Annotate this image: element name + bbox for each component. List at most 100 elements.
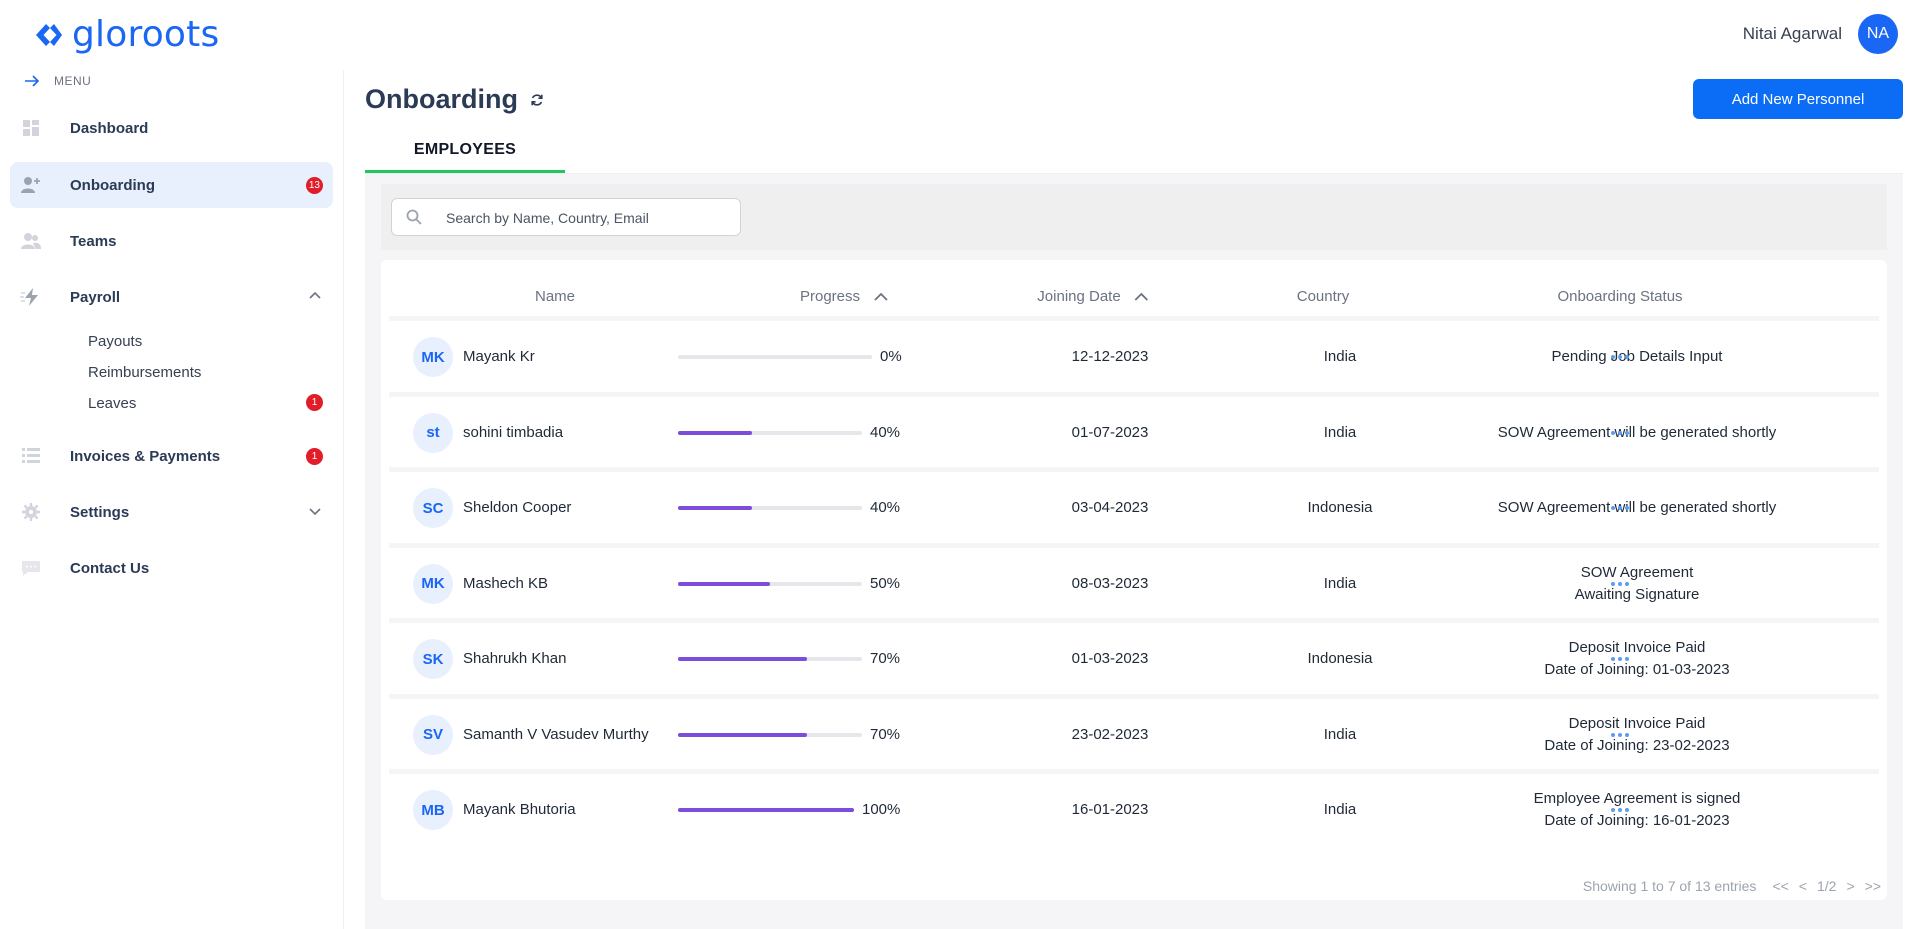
country: Indonesia: [1307, 499, 1373, 516]
sidebar-item-label: Invoices & Payments: [70, 447, 221, 465]
status-line: Awaiting Signature: [1574, 585, 1700, 603]
sidebar-subitem-reimbursements[interactable]: Reimbursements: [88, 364, 202, 381]
employee-avatar: SC: [413, 488, 453, 528]
employee-avatar: st: [413, 412, 453, 453]
chat-icon: [22, 561, 40, 576]
menu-label: MENU: [54, 74, 92, 88]
employee-name[interactable]: Shahrukh Khan: [463, 650, 567, 667]
employee-name[interactable]: Samanth V Vasudev Murthy: [463, 725, 649, 743]
progress-bar: [678, 732, 862, 737]
column-header-label: Joining Date: [1037, 288, 1121, 305]
joining-date: 03-04-2023: [1071, 499, 1149, 516]
sidebar-item-dashboard[interactable]: Dashboard: [10, 105, 333, 151]
search-box[interactable]: [391, 198, 741, 236]
onboarding-status: SOW Agreement will be generated shortly: [1498, 497, 1776, 519]
chevron-down-icon[interactable]: [309, 505, 321, 517]
country: India: [1323, 725, 1357, 743]
status-line: SOW Agreement: [1580, 563, 1694, 581]
sidebar-subitem-leaves[interactable]: Leaves: [88, 395, 137, 412]
more-options-icon[interactable]: [1611, 732, 1631, 739]
progress-fill: [678, 581, 770, 586]
first-page-button[interactable]: <<: [1772, 878, 1789, 894]
progress-label: 40%: [870, 423, 901, 441]
column-header-progress[interactable]: Progress: [800, 288, 888, 305]
employee-avatar: MK: [413, 563, 453, 604]
refresh-icon[interactable]: [530, 93, 544, 107]
search-input[interactable]: [446, 207, 726, 229]
prev-page-button[interactable]: <: [1798, 878, 1807, 894]
gear-icon: [22, 503, 40, 521]
joining-date: 01-03-2023: [1071, 650, 1149, 667]
employees-table: Name Progress Joining Date Country Onboa…: [381, 260, 1887, 900]
table-row[interactable]: SC Sheldon Cooper 40% 03-04-2023 Indonesia SO…: [389, 467, 1879, 539]
sidebar-item-label: Onboarding: [70, 176, 155, 194]
sidebar-item-invoices-payments[interactable]: Invoices & Payments 1: [10, 433, 333, 479]
status-line: SOW Agreement will be generated shortly: [1497, 499, 1777, 516]
table-row[interactable]: SV Samanth V Vasudev Murthy 70% 23-02-2023 I…: [389, 693, 1879, 766]
employees-panel: Name Progress Joining Date Country Onboa…: [365, 174, 1903, 929]
more-options-icon[interactable]: [1611, 430, 1631, 437]
column-header-label: Onboarding Status: [1557, 288, 1683, 305]
joining-date: 08-03-2023: [1071, 574, 1149, 592]
onboarding-status: Pending Job Details Input: [1552, 346, 1723, 368]
sidebar-item-settings[interactable]: Settings: [10, 489, 333, 535]
search-toolbar: [381, 184, 1887, 250]
column-header-label: Country: [1296, 288, 1350, 305]
employee-name[interactable]: Mashech KB: [463, 574, 549, 592]
list-icon: [22, 448, 40, 463]
more-options-icon[interactable]: [1611, 808, 1631, 814]
progress-label: 70%: [870, 650, 901, 667]
employee-name[interactable]: Mayank Kr: [463, 348, 535, 365]
table-row[interactable]: SK Shahrukh Khan 70% 01-03-2023 Indonesia Dep…: [389, 618, 1879, 690]
logo[interactable]: gloroots: [34, 14, 219, 55]
employee-avatar: MK: [413, 337, 453, 377]
next-page-button[interactable]: >: [1846, 878, 1855, 894]
table-row[interactable]: st sohini timbadia 40% 01-07-2023 India SOW A…: [389, 391, 1879, 464]
column-header-onboarding-status[interactable]: Onboarding Status: [1557, 288, 1682, 305]
status-line: Deposit Invoice Paid: [1568, 714, 1706, 732]
progress-bar: [678, 581, 862, 586]
sidebar-subitem-payouts[interactable]: Payouts: [88, 333, 143, 350]
last-page-button[interactable]: >>: [1864, 878, 1881, 894]
progress-label: 100%: [862, 801, 901, 818]
tab-employees[interactable]: EMPLOYEES: [365, 130, 565, 174]
sidebar-item-teams[interactable]: Teams: [10, 218, 333, 264]
more-options-icon[interactable]: [1611, 581, 1631, 588]
employee-avatar: SK: [413, 639, 453, 679]
status-line: Pending Job Details Input: [1551, 348, 1723, 365]
more-options-icon[interactable]: [1611, 355, 1631, 361]
column-header-country[interactable]: Country: [1297, 288, 1350, 305]
column-header-joining-date[interactable]: Joining Date: [1037, 288, 1149, 305]
more-options-icon[interactable]: [1611, 506, 1631, 512]
gloroots-logo-icon: [36, 23, 62, 46]
people-icon: [21, 233, 41, 249]
sort-ascending-icon[interactable]: [874, 292, 888, 301]
arrow-right-icon: [25, 75, 40, 87]
more-options-icon[interactable]: [1611, 657, 1631, 663]
onboarding-status: SOW Agreement will be generated shortly: [1498, 422, 1776, 444]
sidebar-item-payroll[interactable]: Payroll: [10, 274, 333, 320]
country: India: [1323, 574, 1357, 592]
onboarding-status: Deposit Invoice Paid Date of Joining: 23-…: [1544, 713, 1729, 757]
employee-name[interactable]: Sheldon Cooper: [463, 499, 572, 516]
table-row[interactable]: MB Mayank Bhutoria 100% 16-01-2023 India Empl…: [389, 769, 1879, 841]
table-row[interactable]: MK Mayank Kr 0% 12-12-2023 India Pending Job …: [389, 316, 1879, 388]
table-row[interactable]: MK Mashech KB 50% 08-03-2023 India SOW Agreem…: [389, 542, 1879, 615]
country: Indonesia: [1307, 650, 1373, 667]
sidebar-item-label: Contact Us: [70, 559, 150, 577]
progress-bar: [678, 355, 872, 359]
avatar[interactable]: NA: [1858, 14, 1898, 54]
sidebar-item-onboarding[interactable]: Onboarding 13: [10, 162, 333, 208]
employee-avatar: MB: [413, 790, 453, 830]
sidebar-item-contact-us[interactable]: Contact Us: [10, 545, 333, 591]
user-menu[interactable]: Nitai Agarwal NA: [1743, 14, 1898, 54]
chevron-up-icon[interactable]: [309, 290, 321, 302]
sort-ascending-icon[interactable]: [1135, 292, 1149, 301]
column-header-name[interactable]: Name: [535, 288, 575, 305]
employee-name[interactable]: sohini timbadia: [463, 423, 564, 441]
add-new-personnel-button[interactable]: Add New Personnel: [1693, 79, 1903, 119]
bolt-icon: [20, 288, 38, 306]
employee-name[interactable]: Mayank Bhutoria: [463, 801, 576, 818]
menu-toggle[interactable]: MENU: [24, 74, 91, 88]
pagination: Showing 1 to 7 of 13 entries << < 1/2 > …: [1583, 878, 1881, 894]
